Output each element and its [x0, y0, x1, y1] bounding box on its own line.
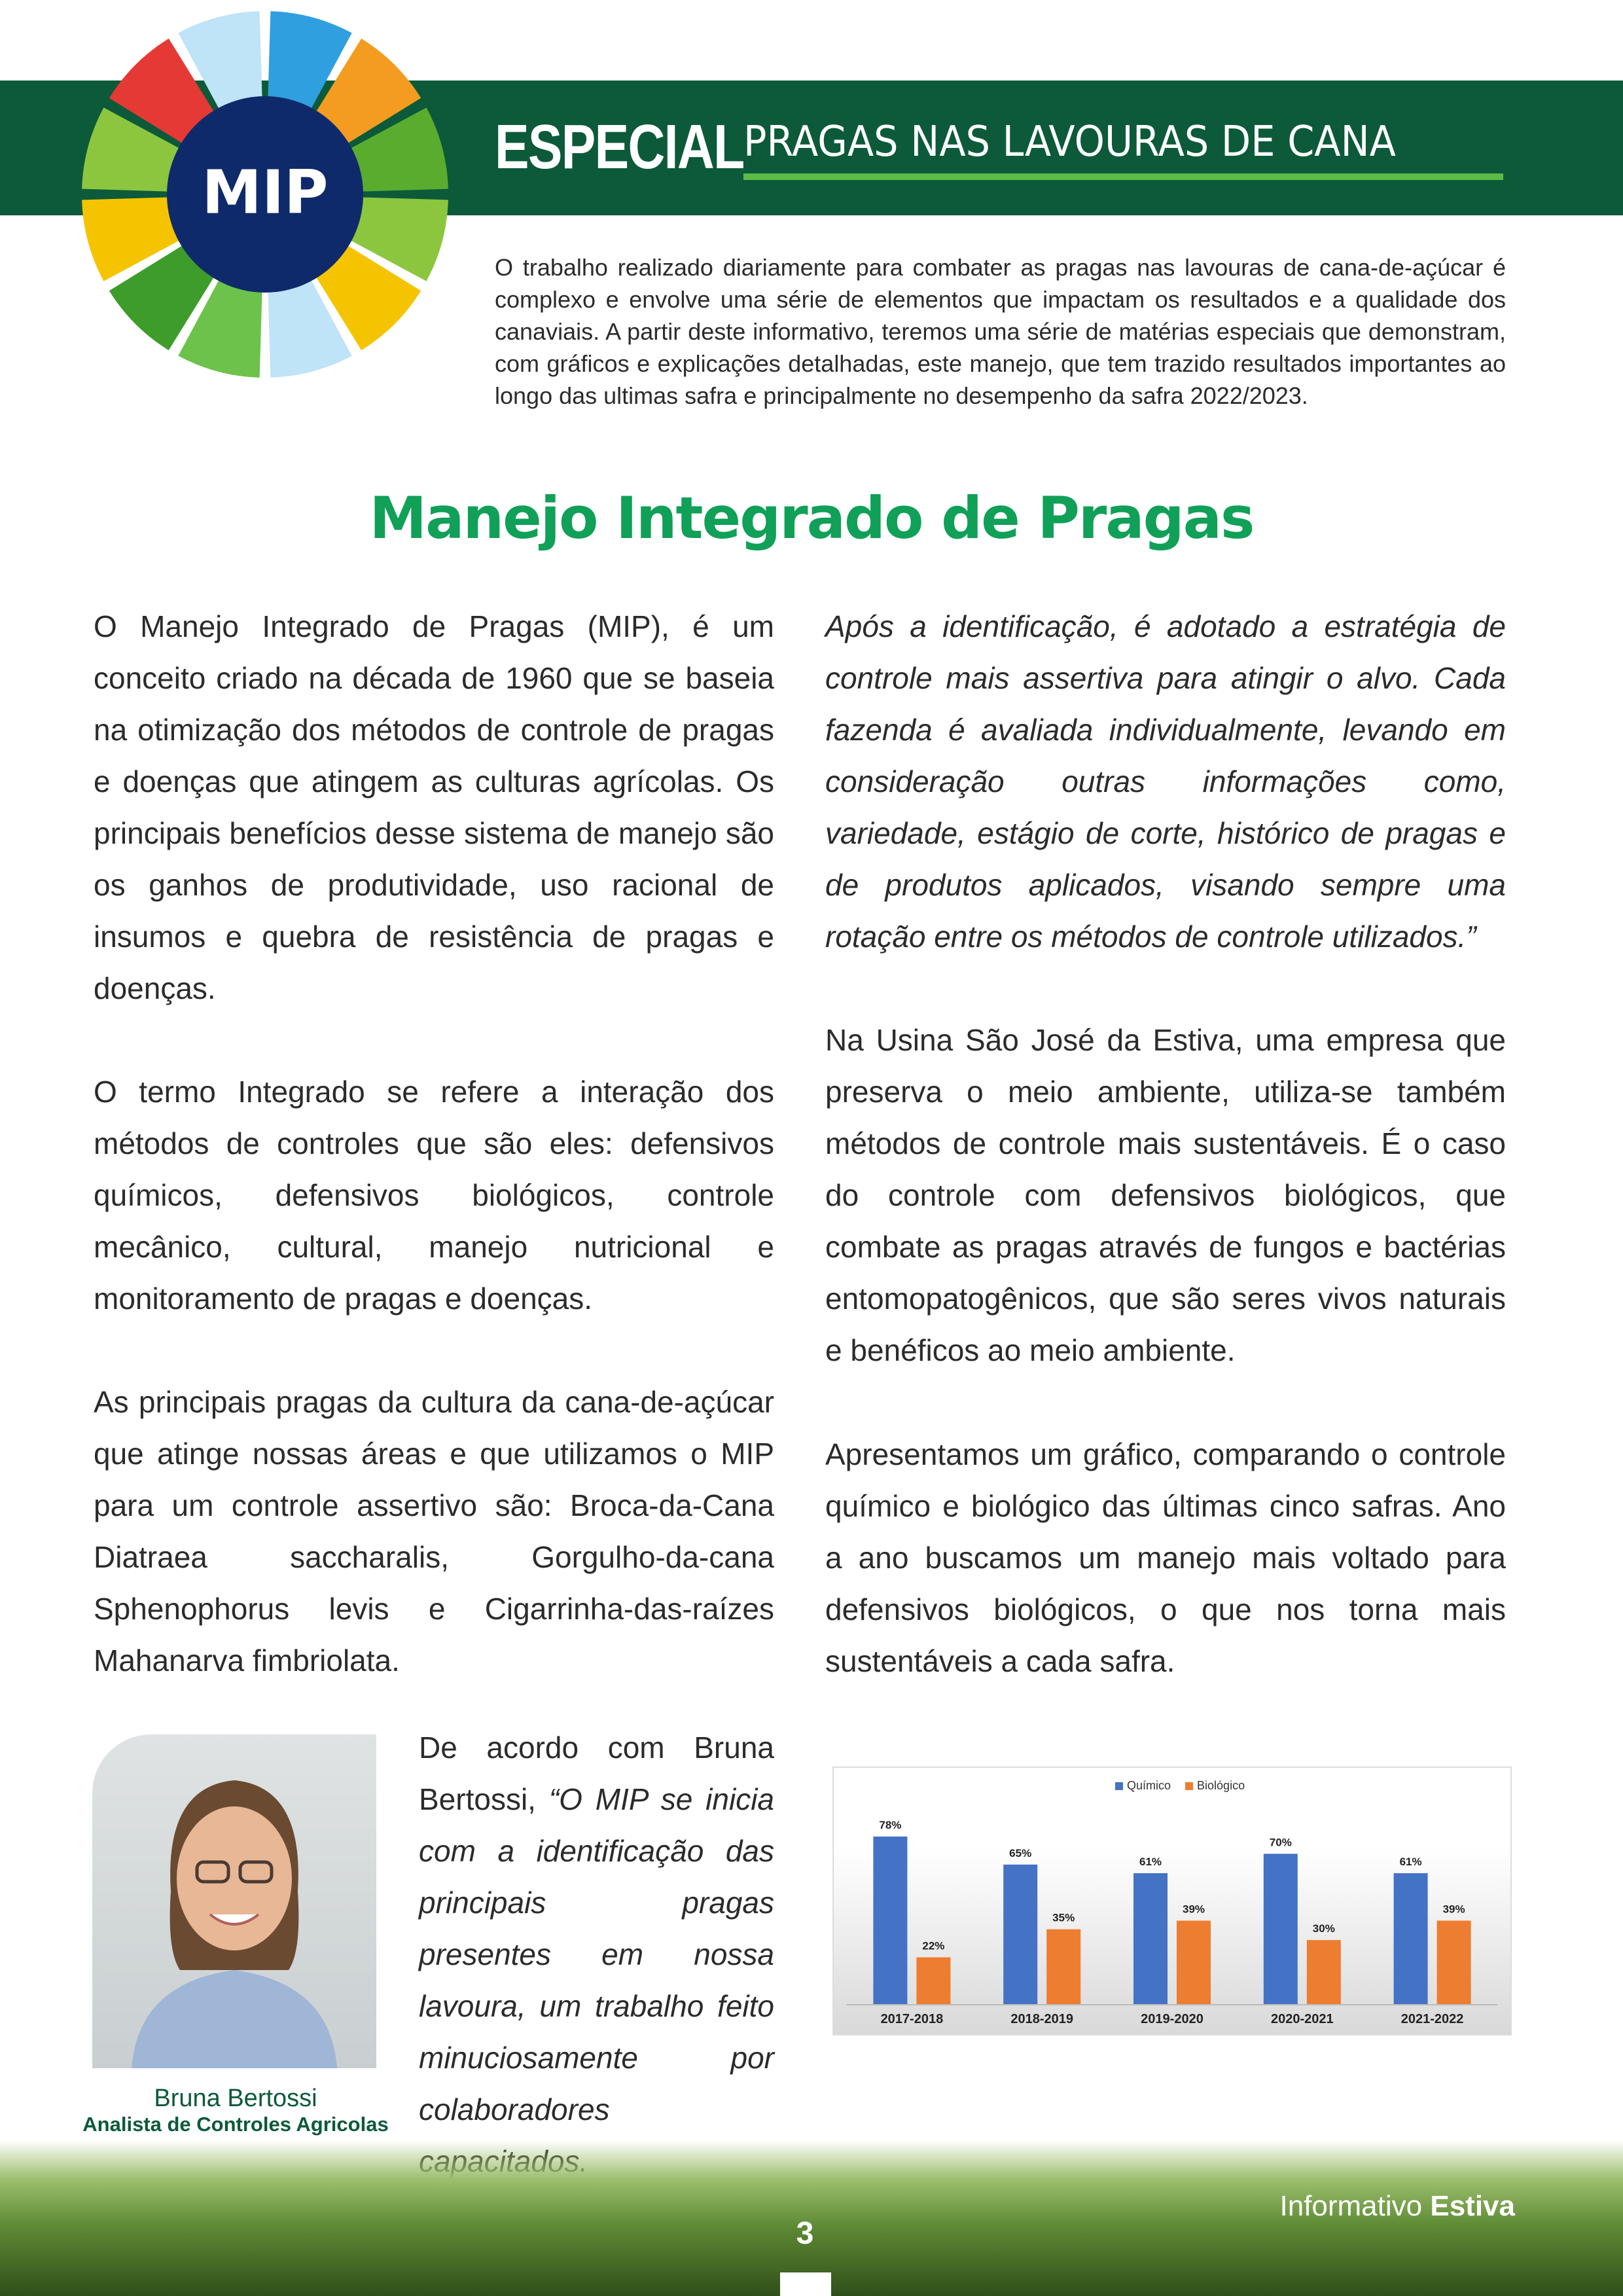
x-tick-label: 2020-2021: [1271, 2012, 1334, 2026]
logo-center: [167, 96, 363, 293]
portrait-figure: [132, 1780, 337, 2068]
person-role: Analista de Controles Agricolas: [82, 2113, 389, 2136]
bar: [1177, 1920, 1211, 2005]
value-label: 22%: [922, 1940, 944, 1952]
brand: Informativo Estiva: [1279, 2190, 1515, 2223]
paragraph: Após a identificação, é adotado a estrat…: [825, 609, 1506, 954]
paragraph: Apresentamos um gráfico, comparando o co…: [825, 1437, 1506, 1678]
header-underline: [743, 173, 1503, 180]
value-label: 35%: [1052, 1912, 1075, 1924]
chart-frame: 2017-2018 78% 22% 2018-2019 65% 35% 2019-2020 6…: [832, 1767, 1512, 2036]
quote-intro: De acordo com Bruna Bertossi,: [419, 1731, 774, 1816]
logo-label: MIP: [202, 157, 328, 227]
page-tab: [780, 2272, 831, 2296]
portrait: [92, 1734, 376, 2068]
value-label: 61%: [1139, 1856, 1162, 1868]
intro: O trabalho realizado diariamente para co…: [495, 254, 1506, 409]
header-title: PRAGAS NAS LAVOURAS DE CANA: [743, 118, 1396, 166]
value-label: 65%: [1009, 1847, 1031, 1859]
value-label: 30%: [1313, 1922, 1335, 1935]
person-name: Bruna Bertossi: [154, 2085, 317, 2112]
value-label: 78%: [879, 1819, 901, 1831]
bar: [1393, 1873, 1428, 2005]
brand-prefix: Informativo: [1279, 2190, 1423, 2222]
x-tick-label: 2021-2022: [1401, 2012, 1464, 2026]
paragraph: Na Usina São José da Estiva, uma empresa…: [825, 1023, 1506, 1367]
paragraph: O Manejo Integrado de Pragas (MIP), é um…: [94, 609, 774, 1005]
x-tick-label: 2019-2020: [1141, 2012, 1204, 2026]
x-tick-label: 2018-2019: [1010, 2012, 1073, 2026]
value-label: 70%: [1270, 1836, 1292, 1848]
paragraph: O termo Integrado se refere a interação …: [94, 1075, 774, 1316]
legend-swatch: [1185, 1782, 1194, 1790]
paragraph: As principais pragas da cultura da cana-…: [94, 1385, 774, 1677]
value-label: 39%: [1183, 1903, 1205, 1916]
quote: De acordo com Bruna Bertossi, “O MIP se …: [419, 1722, 774, 2187]
bar: [916, 1957, 951, 2005]
bar: [1306, 1940, 1341, 2005]
bar: [1436, 1920, 1471, 2005]
header-kicker: ESPECIAL: [495, 112, 745, 182]
bar: [873, 1837, 908, 2005]
page-number: 3: [796, 2216, 814, 2251]
legend-swatch: [1115, 1782, 1123, 1790]
legend-label: Químico: [1127, 1779, 1171, 1792]
chart: 2017-2018 78% 22% 2018-2019 65% 35% 2019-2020 6…: [847, 1779, 1497, 2026]
brand-name: Estiva: [1430, 2190, 1515, 2222]
footer-grass: [0, 2140, 1623, 2296]
bar: [1133, 1873, 1168, 2005]
bar: [1046, 1929, 1081, 2005]
bar: [1263, 1854, 1298, 2005]
quote-text: “O MIP se inicia com a identificação das…: [419, 1782, 775, 2178]
logo: MIP: [82, 11, 448, 378]
value-label: 61%: [1400, 1856, 1422, 1868]
legend-label: Biológico: [1197, 1779, 1245, 1792]
article-title: Manejo Integrado de Pragas: [369, 484, 1255, 552]
value-label: 39%: [1443, 1903, 1465, 1916]
x-tick-label: 2017-2018: [881, 2012, 944, 2026]
bar: [1003, 1864, 1038, 2005]
